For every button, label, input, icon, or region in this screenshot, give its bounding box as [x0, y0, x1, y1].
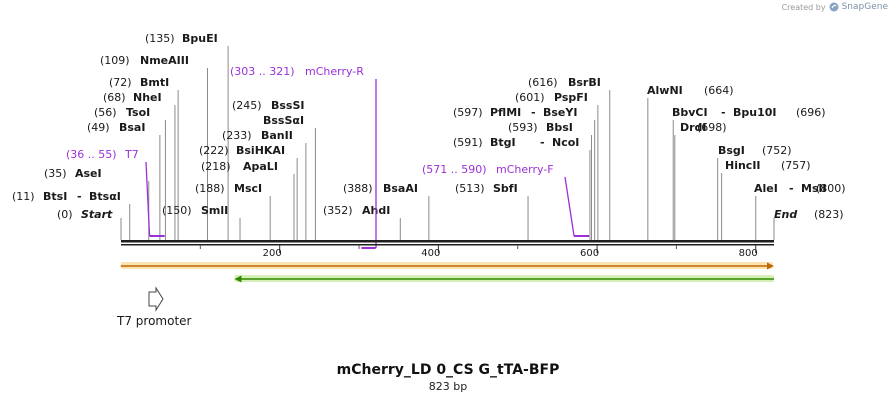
promoter-arrow-icon — [148, 286, 164, 312]
enzyme-position-label: (68) — [103, 91, 126, 104]
enzyme-name-label: Bpu10I — [733, 106, 777, 119]
enzyme-position-label: (218) — [201, 160, 231, 173]
tick-label: 400 — [421, 248, 440, 259]
enzyme-position-label: (597) — [453, 106, 483, 119]
enzyme-name-label: MslI — [801, 182, 826, 195]
end-position-label: (823) — [814, 208, 844, 221]
enzyme-name-label: NmeAIII — [140, 54, 189, 67]
primer-name-label: mCherry-F — [496, 163, 554, 176]
enzyme-name-label: BtgI — [490, 136, 516, 149]
enzyme-separator: - — [721, 106, 726, 119]
enzyme-position-label: (135) — [145, 32, 175, 45]
enzyme-name-label: AleI — [754, 182, 778, 195]
enzyme-name-label: BsiHKAI — [236, 144, 285, 157]
enzyme-position-label: (352) — [323, 204, 353, 217]
enzyme-position-label: (72) — [109, 76, 132, 89]
enzyme-position-label: (150) — [162, 204, 192, 217]
credit-prefix: Created by — [781, 2, 826, 12]
sequence-length: 823 bp — [428, 380, 468, 393]
enzyme-position-label: (388) — [343, 182, 373, 195]
map-title: mCherry_LD 0_CS G_tTA-BFP — [336, 362, 560, 378]
enzyme-name-label: BsaAI — [383, 182, 418, 195]
enzyme-name-label: HincII — [725, 159, 761, 172]
start-label: Start — [81, 208, 113, 221]
enzyme-name-label: BsgI — [718, 144, 745, 157]
enzyme-name-label: BpuEI — [182, 32, 218, 45]
primer-range-label: (571 .. 590) — [422, 163, 487, 176]
backbone-top-strand — [121, 240, 774, 243]
enzyme-name-label: BanII — [261, 129, 293, 142]
enzyme-position-label: (752) — [762, 144, 792, 157]
enzyme-name-label: NheI — [133, 91, 162, 104]
enzyme-position-label: (222) — [199, 144, 229, 157]
promoter-label: T7 promoter — [116, 314, 192, 328]
enzyme-name-label: AseI — [75, 167, 102, 180]
primer-name-label: mCherry-R — [305, 65, 364, 78]
green-feature-arrowhead — [234, 275, 242, 283]
enzyme-name-label: DrdI — [680, 121, 707, 134]
enzyme-name-label: BtsI — [43, 190, 67, 203]
enzyme-position-label: (109) — [100, 54, 130, 67]
enzyme-separator: - — [789, 182, 794, 195]
enzyme-position-label: (513) — [455, 182, 485, 195]
enzyme-name-label: BssSαI — [263, 114, 304, 127]
enzyme-name-label: AlwNI — [647, 84, 683, 97]
enzyme-position-label: (616) — [528, 76, 558, 89]
enzyme-position-label: (233) — [222, 129, 252, 142]
enzyme-name-label: SbfI — [493, 182, 518, 195]
backbone-bottom-strand — [121, 244, 774, 246]
promoter-arrow-shape — [148, 286, 164, 312]
enzyme-position-label: (800) — [816, 182, 846, 195]
enzyme-name-label: BtsαI — [89, 190, 121, 203]
enzyme-position-label: (601) — [515, 91, 545, 104]
enzyme-name-label: BbsI — [546, 121, 573, 134]
enzyme-position-label: (696) — [796, 106, 826, 119]
enzyme-name-label: PflMI — [490, 106, 521, 119]
enzyme-position-label: (56) — [94, 106, 117, 119]
enzyme-name-label: BssSI — [271, 99, 305, 112]
enzyme-position-label: (591) — [453, 136, 483, 149]
end-label: End — [774, 208, 797, 221]
primer-name-label: T7 — [124, 148, 139, 161]
enzyme-name-label: BmtI — [140, 76, 169, 89]
enzyme-name-label: BbvCI — [672, 106, 708, 119]
primer-leader-line — [564, 176, 575, 237]
enzyme-position-label: (593) — [508, 121, 538, 134]
enzyme-name-label: TsoI — [126, 106, 150, 119]
enzyme-name-label: NcoI — [552, 136, 579, 149]
snapgene-logo-icon — [829, 2, 839, 12]
enzyme-name-label: SmlI — [201, 204, 228, 217]
enzyme-position-label: (11) — [12, 190, 35, 203]
credit-brand: SnapGene — [841, 2, 888, 12]
enzyme-separator: - — [77, 190, 82, 203]
sequence-map: (11) BtsI - BtsαI(35) AseI(49) BsaI(56) TsoI(6… — [12, 32, 846, 328]
tick-label: 200 — [263, 248, 282, 259]
enzyme-position-label: (49) — [87, 121, 110, 134]
enzyme-position-label: (35) — [44, 167, 67, 180]
enzyme-name-label: BsrBI — [568, 76, 601, 89]
tick-label: 800 — [739, 248, 758, 259]
enzyme-name-label: BseYI — [543, 106, 577, 119]
primer-range-label: (36 .. 55) — [66, 148, 117, 161]
enzyme-name-label: BsaI — [119, 121, 145, 134]
enzyme-position-label: (188) — [195, 182, 225, 195]
enzyme-position-label: (245) — [232, 99, 262, 112]
enzyme-separator: - — [540, 136, 545, 149]
enzyme-separator: - — [531, 106, 536, 119]
enzyme-name-label: PspFI — [554, 91, 588, 104]
tick-label: 600 — [580, 248, 599, 259]
enzyme-position-label: (698) — [697, 121, 727, 134]
start-position-label: (0) — [57, 208, 73, 221]
enzyme-name-label: MscI — [234, 182, 262, 195]
enzyme-position-label: (664) — [704, 84, 734, 97]
enzyme-position-label: (757) — [781, 159, 811, 172]
enzyme-name-label: ApaLI — [243, 160, 278, 173]
primer-range-label: (303 .. 321) — [230, 65, 295, 78]
snapgene-credit: Created by SnapGene — [782, 2, 888, 12]
primer-leader-line — [145, 161, 151, 237]
orange-feature-arrowhead — [767, 262, 774, 270]
